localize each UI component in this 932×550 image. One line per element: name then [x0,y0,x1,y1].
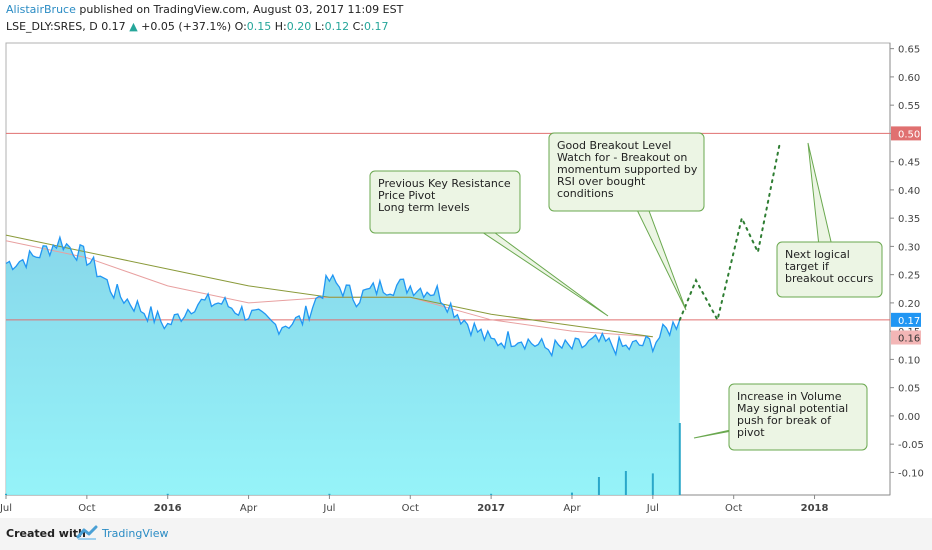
callout-text: breakout occurs [785,272,874,285]
low-label: L: [314,20,325,33]
volume-bar [624,471,627,495]
y-tick-label: 0.20 [898,299,920,310]
x-tick-label: 2016 [154,503,182,514]
x-tick-label: Jul [322,503,335,514]
author-link[interactable]: AlistairBruce [6,3,76,16]
price-tag-label: 0.17 [898,316,920,327]
callout-text: RSI over bought [557,175,646,188]
last-price: 0.17 [101,20,126,33]
symbol-line: LSE_DLY:SRES, D 0.17 ▲ +0.05 (+37.1%) O:… [6,20,389,34]
high-value: 0.20 [286,20,312,33]
callout-text: Previous Key Resistance [378,177,511,190]
y-tick-label: 0.00 [898,412,920,423]
x-tick-label: Oct [78,503,95,514]
y-tick-label: 0.25 [898,271,920,282]
volume-bar [166,493,169,495]
open-label: O: [234,20,247,33]
price-tag: 0.17 [891,312,921,327]
price-tag-label: 0.50 [898,129,920,140]
x-tick-label: Jul [0,503,12,514]
created-with-label: Created with [6,527,86,540]
y-tick-label: 0.30 [898,242,920,253]
price-tag: 0.16 [891,330,921,345]
y-tick-label: 0.40 [898,186,920,197]
tradingview-logo-icon[interactable] [76,525,98,545]
volume-bar [678,423,681,495]
up-arrow-icon: ▲ [129,20,138,33]
x-tick-label: Apr [240,503,258,514]
price-tag-bg [891,330,921,345]
y-tick-label: 0.60 [898,73,920,84]
symbol-name: LSE_DLY:SRES, D [6,20,98,33]
callout-text: Next logical [785,248,850,261]
y-tick-label: -0.05 [898,440,924,451]
callout-text: conditions [557,187,614,200]
callout-text: Price Pivot [378,189,436,202]
callout-text: Long term levels [378,201,470,214]
callout-text: target if [785,260,830,273]
x-tick-label: Oct [725,503,742,514]
volume-bar [490,493,493,495]
x-tick-label: Oct [402,503,419,514]
tradingview-brand-link[interactable]: TradingView [102,527,169,540]
price-area-fill [6,237,680,496]
low-value: 0.12 [324,20,350,33]
callout-box [776,241,883,298]
close-label: C: [352,20,364,33]
price-change: +0.05 (+37.1%) [141,20,232,33]
callout-box [548,132,705,212]
volume-bar [570,492,573,495]
price-chart[interactable]: 0.65 0.60 0.55 0.50 0.45 0.40 0.35 0.30 0.25 0.20… [0,38,932,518]
published-text: published on TradingView.com, August 03,… [79,3,404,16]
volume-bar [651,473,654,495]
publish-header: AlistairBruce published on TradingView.c… [6,3,403,17]
x-tick-label: Apr [563,503,581,514]
y-tick-label: 0.05 [898,384,920,395]
price-line [5,235,681,358]
volume-bar [328,493,331,495]
y-tick-label: -0.10 [898,468,924,479]
y-tick-label: 0.55 [898,101,920,112]
y-tick-label: 0.35 [898,214,920,225]
callout-text: momentum supported by [557,163,698,176]
callout-box [369,170,521,234]
projection-path [678,143,781,323]
y-tick-label: 0.65 [898,45,920,56]
price-tag-label: 0.16 [898,334,920,345]
callout-text: Watch for - Breakout on [557,151,687,164]
footer-bar: Created with TradingView [0,518,932,550]
close-value: 0.17 [364,20,389,33]
x-tick-label: 2018 [801,503,829,514]
y-tick-label: 0.10 [898,355,920,366]
callout-text: push for break of [737,414,832,427]
callout-text: Increase in Volume [737,390,842,403]
x-tick-label: 2017 [477,503,505,514]
volume-bar [5,493,7,495]
y-tick-label: 0.45 [898,158,920,169]
price-tag: 0.50 [891,126,921,141]
callout-text: Good Breakout Level [557,139,671,152]
open-value: 0.15 [246,20,272,33]
price-tag-bg [891,126,921,141]
x-tick-label: Jul [646,503,659,514]
high-label: H: [274,20,287,33]
callout-text: May signal potential [737,402,848,415]
callout-box [728,383,868,451]
volume-bar [597,477,600,495]
moving-average-slow [5,234,653,338]
price-tag-bg [891,312,921,327]
callout-text: pivot [737,426,765,439]
